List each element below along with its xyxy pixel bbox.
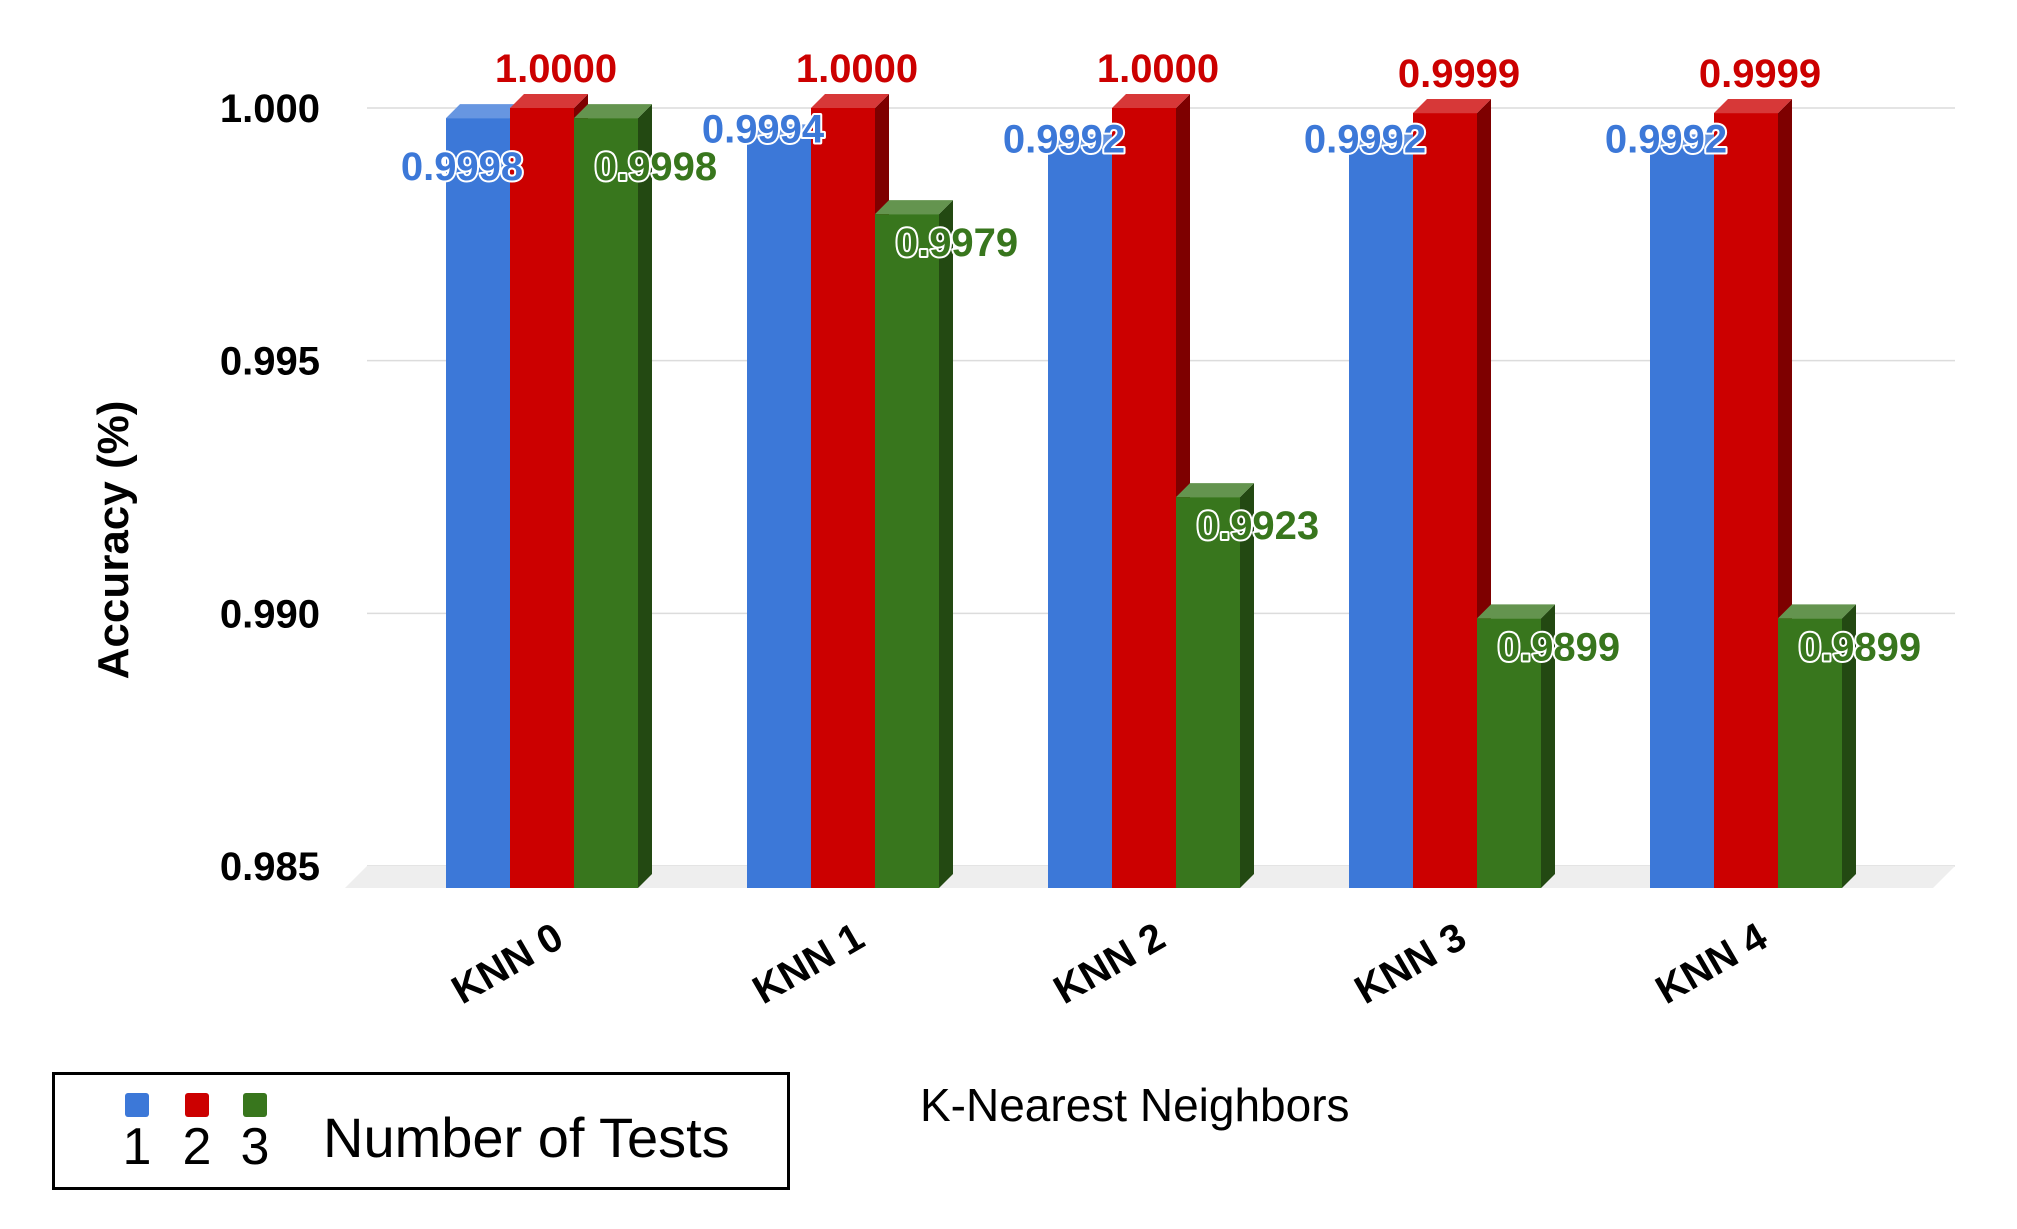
bar-top: [1349, 134, 1427, 149]
bar-knn-4-series-2: [1714, 99, 1792, 888]
bar-top: [1714, 99, 1792, 114]
data-label-knn-4-series-3: 0.9899: [1799, 625, 1921, 669]
bar-top: [747, 124, 825, 139]
legend-item-3: 3: [235, 1093, 275, 1177]
bar-top: [1413, 99, 1491, 114]
legend: 1 2 3 Number of Tests: [52, 1072, 790, 1190]
x-axis-label: K-Nearest Neighbors: [920, 1079, 1350, 1131]
bar-side: [1240, 483, 1254, 888]
bar-knn-0-series-3: [574, 104, 652, 888]
legend-swatch-3: [243, 1093, 267, 1117]
bar-front: [1714, 113, 1778, 888]
bar-front: [1176, 497, 1240, 888]
data-label-knn-2-series-2: 1.0000: [1097, 47, 1219, 91]
bar-front: [1477, 618, 1541, 888]
bar-top: [1650, 134, 1728, 149]
x-axis-categories: KNN 0 KNN 1 KNN 2 KNN 3 KNN 4: [445, 914, 1776, 1012]
legend-item-2: 2: [177, 1093, 217, 1177]
data-label-knn-3-series-2: 0.9999: [1398, 52, 1520, 96]
y-tick-label-1: 0.995: [220, 340, 320, 384]
data-label-knn-4-series-2: 0.9999: [1699, 52, 1821, 96]
data-label-knn-0-series-3: 0.9998: [595, 145, 717, 189]
bar-front: [875, 214, 939, 888]
bar-front: [510, 108, 574, 888]
bar-front: [1778, 618, 1842, 888]
bars: [446, 94, 1856, 889]
bar-front: [1349, 148, 1413, 889]
x-category-label-3: KNN 3: [1348, 915, 1474, 1013]
bar-front: [811, 108, 875, 888]
legend-title: Number of Tests: [323, 1106, 730, 1169]
bar-top: [510, 94, 588, 108]
bar-top: [1778, 604, 1856, 619]
bar-front: [1650, 148, 1714, 889]
bar-top: [875, 200, 953, 215]
legend-item-1: 1: [117, 1093, 157, 1177]
legend-label-3: 3: [240, 1118, 270, 1176]
bar-front: [1112, 108, 1176, 888]
bar-side: [1842, 604, 1856, 888]
data-label-knn-1-series-2: 1.0000: [796, 47, 918, 91]
y-axis-ticks: 1.000 0.995 0.990 0.985: [220, 87, 320, 889]
bar-front: [1048, 148, 1112, 889]
y-tick-label-3: 0.985: [220, 845, 320, 889]
data-label-knn-4-series-1: 0.9992: [1605, 117, 1727, 161]
bar-front: [574, 118, 638, 888]
data-label-knn-1-series-1: 0.9994: [702, 107, 825, 151]
y-tick-label-0: 1.000: [220, 87, 320, 131]
bar-top: [1048, 134, 1126, 149]
bar-side: [1541, 604, 1555, 888]
data-label-knn-3-series-3: 0.9899: [1498, 625, 1620, 669]
bar-knn-1-series-3: [875, 200, 953, 888]
data-label-knn-0-series-2: 1.0000: [495, 47, 617, 91]
bar-top: [811, 94, 889, 108]
data-label-knn-3-series-1: 0.9992: [1304, 117, 1426, 161]
data-label-knn-2-series-1: 0.9992: [1003, 117, 1125, 161]
bar-knn-3-series-3: [1477, 604, 1555, 888]
legend-label-2: 2: [182, 1118, 212, 1176]
x-category-label-1: KNN 1: [746, 915, 872, 1013]
legend-swatch-1: [125, 1093, 149, 1117]
bar-top: [1176, 483, 1254, 498]
x-category-label-4: KNN 4: [1649, 914, 1776, 1012]
bar-top: [574, 104, 652, 119]
data-labels: 0.99981.00000.99980.99941.00000.99790.99…: [399, 45, 1923, 671]
bar-side: [939, 200, 953, 888]
x-category-label-2: KNN 2: [1047, 915, 1173, 1013]
y-tick-label-2: 0.990: [220, 592, 320, 636]
data-label-knn-2-series-3: 0.9923: [1197, 504, 1319, 548]
legend-label-1: 1: [122, 1118, 152, 1176]
y-axis-label: Accuracy (%): [89, 401, 138, 680]
bar-front: [1413, 113, 1477, 888]
data-label-knn-0-series-1: 0.9998: [401, 145, 523, 189]
bar-front: [446, 118, 510, 888]
bar-knn-2-series-3: [1176, 483, 1254, 888]
bar-front: [747, 138, 811, 888]
bar-side: [638, 104, 652, 888]
bar-top: [446, 104, 524, 119]
legend-swatch-2: [185, 1093, 209, 1117]
x-category-label-0: KNN 0: [445, 915, 571, 1013]
bar-knn-4-series-3: [1778, 604, 1856, 888]
data-label-knn-1-series-3: 0.9979: [896, 221, 1018, 265]
bar-top: [1112, 94, 1190, 108]
bar-top: [1477, 604, 1555, 619]
